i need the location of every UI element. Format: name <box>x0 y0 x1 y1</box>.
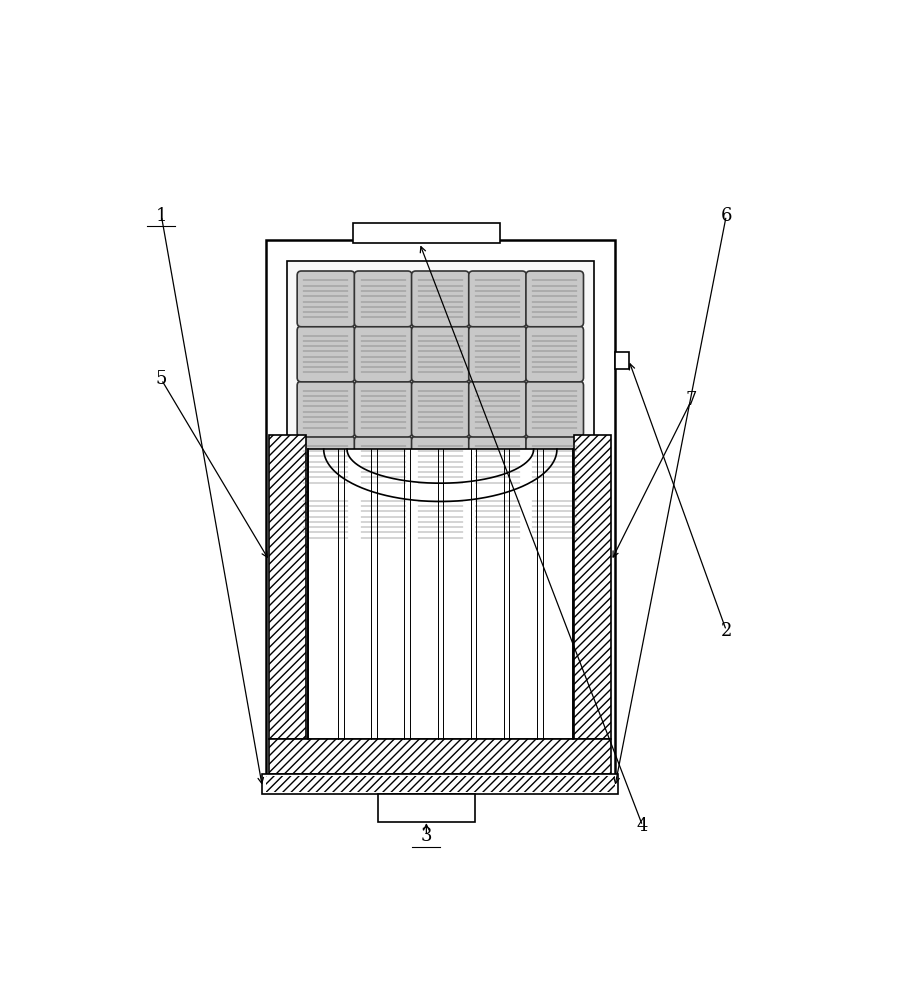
FancyBboxPatch shape <box>411 381 469 437</box>
Text: 6: 6 <box>721 207 732 225</box>
FancyBboxPatch shape <box>355 326 412 382</box>
Text: 5: 5 <box>156 370 167 388</box>
Bar <box>287 261 594 770</box>
FancyBboxPatch shape <box>469 381 526 437</box>
Bar <box>266 776 615 792</box>
FancyBboxPatch shape <box>526 381 583 437</box>
Bar <box>263 774 618 794</box>
FancyBboxPatch shape <box>355 491 412 547</box>
Bar <box>308 449 573 739</box>
FancyBboxPatch shape <box>469 491 526 547</box>
Text: 1: 1 <box>156 207 167 225</box>
FancyBboxPatch shape <box>355 436 412 492</box>
Bar <box>615 352 629 369</box>
FancyBboxPatch shape <box>355 271 412 327</box>
Bar <box>269 739 611 774</box>
FancyBboxPatch shape <box>355 381 412 437</box>
FancyBboxPatch shape <box>297 271 355 327</box>
FancyBboxPatch shape <box>469 436 526 492</box>
Text: 7: 7 <box>686 391 698 409</box>
Text: 4: 4 <box>637 817 648 835</box>
FancyBboxPatch shape <box>297 491 355 547</box>
FancyBboxPatch shape <box>411 271 469 327</box>
Text: 3: 3 <box>420 827 432 845</box>
Bar <box>266 240 615 791</box>
Text: 2: 2 <box>721 622 732 640</box>
Bar <box>574 435 611 739</box>
FancyBboxPatch shape <box>297 381 355 437</box>
FancyBboxPatch shape <box>411 326 469 382</box>
Bar <box>353 223 500 243</box>
FancyBboxPatch shape <box>411 436 469 492</box>
FancyBboxPatch shape <box>411 491 469 547</box>
FancyBboxPatch shape <box>469 326 526 382</box>
FancyBboxPatch shape <box>526 436 583 492</box>
Bar <box>269 435 306 739</box>
FancyBboxPatch shape <box>526 491 583 547</box>
FancyBboxPatch shape <box>297 326 355 382</box>
FancyBboxPatch shape <box>297 436 355 492</box>
FancyBboxPatch shape <box>526 326 583 382</box>
Bar <box>378 794 475 822</box>
FancyBboxPatch shape <box>469 271 526 327</box>
FancyBboxPatch shape <box>526 271 583 327</box>
